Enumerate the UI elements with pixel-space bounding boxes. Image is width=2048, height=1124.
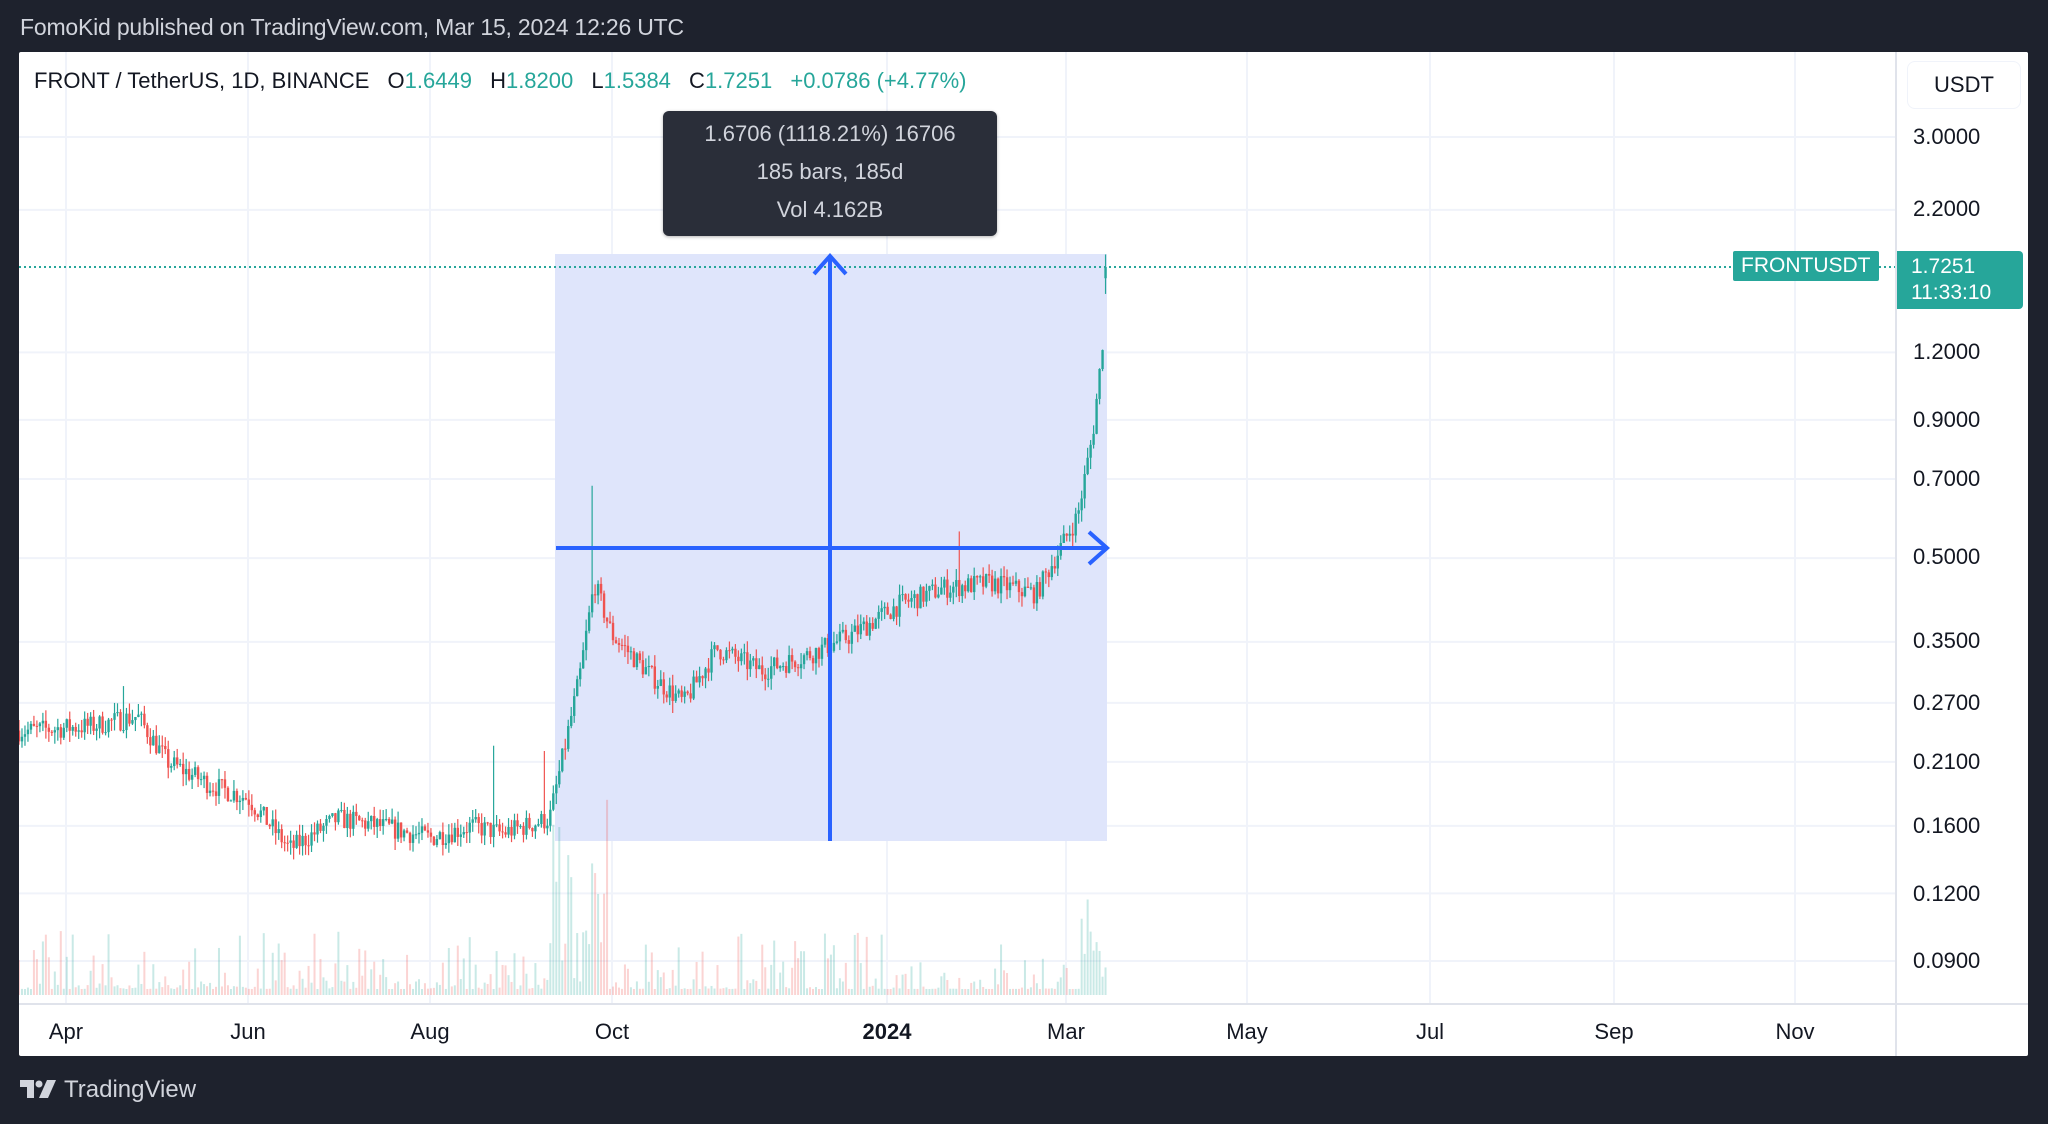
high-value: 1.8200 [505, 68, 574, 93]
price-tick: 0.2700 [1913, 690, 1981, 715]
currency-button[interactable]: USDT [1907, 61, 2021, 109]
time-label: May [1226, 1019, 1268, 1044]
tradingview-logo-icon [20, 1080, 56, 1098]
price-tick: 3.0000 [1913, 124, 1981, 149]
time-label: Jul [1415, 1019, 1445, 1044]
low-value: 1.5384 [603, 68, 671, 93]
time-axis[interactable]: Apr Jun Aug Oct 2024 Mar May Jul Sep Nov [19, 1003, 1895, 1056]
time-label-year: 2024 [862, 1019, 912, 1044]
measure-tooltip: 1.6706 (1118.21%) 16706 185 bars, 185d V… [663, 111, 997, 236]
time-label: Apr [48, 1019, 84, 1044]
price-tick: 0.1600 [1913, 813, 1981, 838]
axis-corner [1895, 1003, 2028, 1056]
time-label: Sep [1594, 1019, 1634, 1044]
time-label: Oct [594, 1019, 630, 1044]
open-label: O [387, 68, 405, 93]
candlestick-chart [19, 52, 1895, 1003]
symbol-title[interactable]: FRONT / TetherUS, 1D, BINANCE [34, 68, 370, 93]
chart-pane[interactable]: FRONT / TetherUS, 1D, BINANCE O1.6449 H1… [19, 52, 1895, 1003]
tradingview-brand[interactable]: TradingView [20, 1076, 196, 1104]
brand-name: TradingView [64, 1076, 197, 1103]
symbol-legend: FRONT / TetherUS, 1D, BINANCE O1.6449 H1… [34, 68, 967, 94]
low-label: L [591, 68, 604, 93]
time-label: Aug [410, 1019, 450, 1044]
price-tick: 0.5000 [1913, 544, 1981, 569]
chart-frame: FRONT / TetherUS, 1D, BINANCE O1.6449 H1… [19, 52, 2028, 1056]
price-tick: 0.7000 [1913, 466, 1981, 491]
time-label: Mar [1047, 1019, 1085, 1044]
last-price: 1.7251 [1911, 255, 1976, 278]
price-tick: 0.0900 [1913, 948, 1981, 973]
publisher-caption: FomoKid published on TradingView.com, Ma… [20, 14, 684, 40]
time-label: Nov [1775, 1019, 1815, 1044]
last-price-label: 1.7251 11:33:10 [1897, 251, 2023, 309]
price-tick: 0.2100 [1913, 749, 1981, 774]
price-axis[interactable]: USDT 3.0000 2.2000 1.2000 0.9000 0.7000 … [1895, 52, 2028, 1003]
price-tick: 0.9000 [1913, 407, 1981, 432]
high-label: H [490, 68, 506, 93]
price-tick: 2.2000 [1913, 196, 1981, 221]
price-tick: 1.2000 [1913, 339, 1981, 364]
time-label: Jun [230, 1019, 266, 1044]
price-tick: 0.3500 [1913, 628, 1981, 653]
bar-countdown: 11:33:10 [1911, 281, 1992, 304]
measure-bars: 185 bars, 185d [756, 159, 904, 184]
open-value: 1.6449 [404, 68, 472, 93]
change-value: +0.0786 (+4.77%) [790, 68, 967, 93]
measure-change: 1.6706 (1118.21%) 16706 [704, 121, 956, 146]
measure-volume: Vol 4.162B [776, 197, 884, 222]
symbol-price-tag: FRONTUSDT [1733, 251, 1879, 281]
close-value: 1.7251 [704, 68, 773, 93]
price-tick: 0.1200 [1913, 881, 1981, 906]
close-label: C [689, 68, 705, 93]
